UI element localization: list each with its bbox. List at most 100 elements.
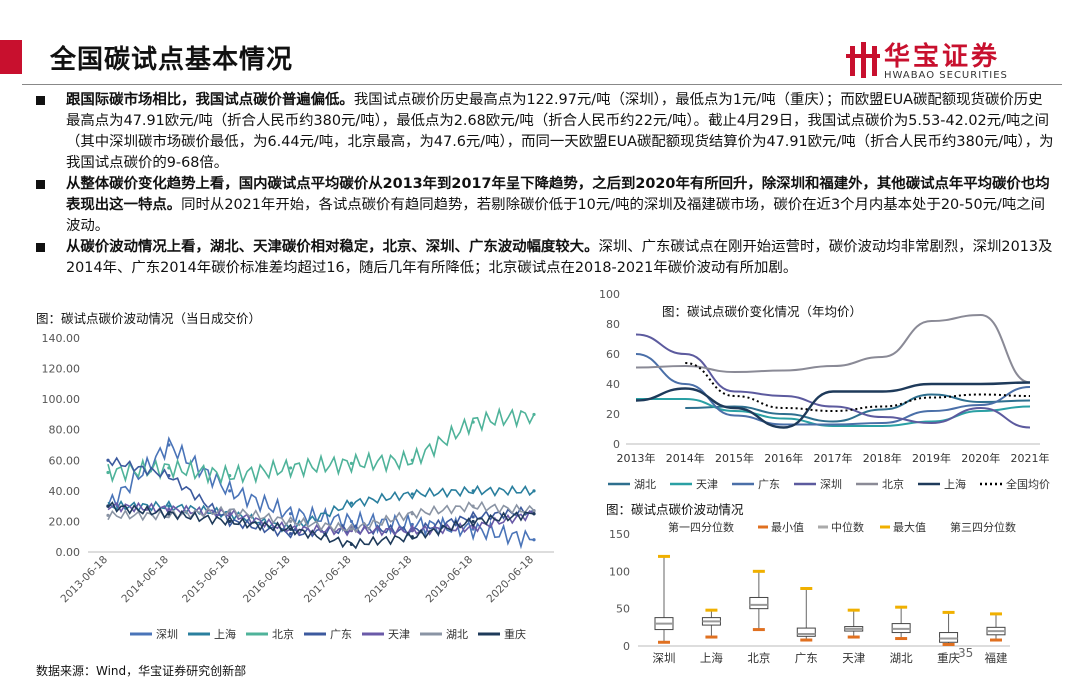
y-tick-label: 140.00 bbox=[42, 332, 81, 345]
data-point bbox=[106, 504, 110, 508]
y-tick-label: 60 bbox=[606, 348, 620, 361]
bullet-bold: 从整体碳价变化趋势上看，国内碳试点平均碳价从2013年到2017年呈下降趋势，之… bbox=[66, 176, 1050, 213]
legend-label: 深圳 bbox=[820, 478, 842, 491]
legend-label: 天津 bbox=[388, 628, 410, 641]
y-tick-label: 20 bbox=[606, 408, 620, 421]
bullet-square-icon bbox=[36, 243, 45, 252]
page-number: 35 bbox=[958, 646, 974, 660]
legend-label: 湖北 bbox=[634, 478, 656, 491]
x-tick-label: 上海 bbox=[700, 651, 723, 665]
series-line-全国均价 bbox=[685, 362, 1031, 413]
x-tick-label: 2020年 bbox=[961, 451, 1000, 465]
data-point bbox=[532, 538, 536, 542]
y-tick-label: 50 bbox=[616, 603, 630, 616]
legend-label: 最小值 bbox=[771, 521, 804, 534]
data-point bbox=[167, 512, 171, 516]
box-iqr bbox=[749, 596, 769, 610]
x-tick-label: 2019年 bbox=[912, 451, 951, 465]
data-point bbox=[167, 466, 171, 470]
y-tick-label: 60.00 bbox=[49, 454, 81, 467]
x-tick-label: 2021年 bbox=[1011, 451, 1050, 465]
annual-chart-caption: 图：碳试点碳价变化情况（年均价） bbox=[662, 304, 862, 319]
legend-label: 湖北 bbox=[446, 628, 468, 641]
y-tick-label: 0.00 bbox=[56, 546, 81, 559]
x-tick-label: 广东 bbox=[795, 651, 818, 665]
y-tick-label: 20.00 bbox=[49, 515, 81, 528]
data-point bbox=[471, 504, 475, 508]
y-tick-label: 100.00 bbox=[42, 393, 81, 406]
y-tick-label: 120.00 bbox=[42, 363, 81, 376]
series-line-上海 bbox=[107, 484, 535, 533]
data-point bbox=[167, 504, 171, 508]
y-tick-label: 0 bbox=[623, 640, 630, 653]
bullet-item: 从整体碳价变化趋势上看，国内碳试点平均碳价从2013年到2017年呈下降趋势，之… bbox=[36, 174, 1056, 237]
bullet-bold: 从碳价波动情况上看，湖北、天津碳价相对稳定，北京、深圳、广东波动幅度较大。 bbox=[66, 239, 599, 255]
box-iqr bbox=[939, 632, 959, 643]
data-point bbox=[410, 512, 414, 516]
data-point bbox=[532, 412, 536, 417]
data-point bbox=[349, 501, 354, 505]
series-line-北京 bbox=[107, 406, 535, 485]
data-point bbox=[410, 458, 414, 462]
x-tick-label: 福建 bbox=[985, 651, 1008, 665]
bullet-text: 我国试点碳价历史最高点为122.97元/吨（深圳），最低点为1元/吨（重庆）；而… bbox=[66, 92, 1054, 171]
x-tick-label: 2017年 bbox=[814, 451, 853, 465]
data-point bbox=[471, 515, 475, 519]
x-tick-label: 2019-06-18 bbox=[424, 554, 476, 606]
data-point bbox=[410, 492, 414, 496]
y-tick-label: 150 bbox=[609, 528, 630, 541]
data-point bbox=[532, 489, 536, 493]
data-point bbox=[106, 513, 110, 517]
data-point bbox=[167, 473, 171, 478]
data-source: 数据来源：Wind，华宝证券研究创新部 bbox=[36, 664, 247, 678]
legend-label: 上海 bbox=[214, 627, 236, 641]
company-logo: 华宝证券 HWABAO SECURITIES bbox=[846, 36, 1046, 86]
daily-chart-caption: 图：碳试点碳价波动情况（当日成交价） bbox=[36, 311, 262, 326]
y-tick-label: 100 bbox=[609, 565, 630, 578]
x-tick-label: 天津 bbox=[842, 651, 865, 665]
y-tick-label: 80.00 bbox=[49, 424, 81, 437]
data-point bbox=[228, 489, 232, 493]
data-point bbox=[349, 527, 354, 531]
data-point bbox=[288, 519, 293, 524]
legend-label: 北京 bbox=[272, 627, 294, 641]
data-point bbox=[349, 461, 354, 465]
x-tick-label: 2013-06-18 bbox=[58, 554, 110, 606]
data-point bbox=[288, 532, 293, 536]
daily-price-chart: 0.00 20.00 40.00 60.00 80.00 100.00 120.00 140.… bbox=[42, 332, 554, 641]
annual-price-chart: 0 20 40 60 80 100 2013年 2014年 2015年 2016年 2017年 201… bbox=[599, 288, 1050, 491]
title-accent-bar bbox=[0, 40, 22, 74]
data-point bbox=[228, 519, 232, 524]
series-line-湖北 bbox=[685, 393, 1031, 423]
bullet-item: 从碳价波动情况上看，湖北、天津碳价相对稳定，北京、深圳、广东波动幅度较大。深圳、… bbox=[36, 237, 1056, 279]
legend-label: 天津 bbox=[696, 478, 718, 491]
bullet-text: 深圳、广东碳试点在刚开始运营时，碳价波动均非常剧烈，深圳2013及2014年、广… bbox=[66, 239, 1053, 276]
x-tick-label: 2014-06-18 bbox=[119, 554, 171, 606]
data-point bbox=[410, 535, 414, 539]
bullet-square-icon bbox=[36, 180, 45, 189]
series-line-广东 bbox=[635, 353, 1031, 426]
data-point bbox=[228, 473, 232, 478]
data-point bbox=[471, 525, 475, 530]
y-tick-label: 80 bbox=[606, 318, 620, 331]
x-tick-label: 2018-06-18 bbox=[363, 554, 415, 606]
x-tick-label: 北京 bbox=[747, 651, 770, 665]
y-tick-label: 0 bbox=[613, 438, 620, 451]
series-line-北京 bbox=[635, 313, 1031, 384]
x-tick-label: 2018年 bbox=[863, 451, 902, 465]
legend-label: 重庆 bbox=[504, 627, 526, 641]
y-tick-label: 100 bbox=[599, 288, 620, 301]
series-line-深圳 bbox=[635, 333, 1031, 429]
x-tick-label: 2016年 bbox=[764, 451, 803, 465]
x-tick-label: 2016-06-18 bbox=[241, 554, 293, 606]
data-point bbox=[288, 512, 293, 516]
data-point bbox=[167, 443, 171, 447]
x-tick-label: 2014年 bbox=[666, 451, 705, 465]
data-point bbox=[228, 512, 232, 516]
logo-chinese-text: 华宝证券 bbox=[884, 42, 1001, 72]
data-point bbox=[532, 512, 536, 516]
data-point bbox=[228, 509, 232, 513]
x-tick-label: 2015年 bbox=[715, 451, 754, 465]
x-tick-label: 重庆 bbox=[937, 651, 960, 665]
